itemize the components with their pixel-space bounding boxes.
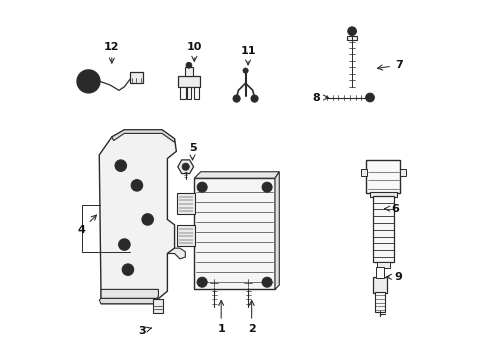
FancyBboxPatch shape bbox=[180, 87, 185, 99]
Circle shape bbox=[243, 278, 253, 288]
FancyBboxPatch shape bbox=[376, 262, 389, 268]
FancyBboxPatch shape bbox=[374, 292, 384, 312]
Polygon shape bbox=[99, 130, 176, 304]
FancyBboxPatch shape bbox=[372, 196, 394, 262]
Text: 2: 2 bbox=[247, 301, 255, 334]
FancyBboxPatch shape bbox=[129, 72, 143, 83]
Circle shape bbox=[208, 278, 219, 288]
FancyBboxPatch shape bbox=[399, 169, 406, 176]
Polygon shape bbox=[167, 248, 185, 259]
FancyBboxPatch shape bbox=[194, 178, 274, 289]
Circle shape bbox=[233, 95, 240, 102]
FancyBboxPatch shape bbox=[153, 299, 163, 313]
Polygon shape bbox=[99, 298, 158, 304]
FancyBboxPatch shape bbox=[178, 76, 199, 87]
FancyBboxPatch shape bbox=[376, 267, 383, 278]
Circle shape bbox=[119, 239, 130, 250]
Circle shape bbox=[122, 264, 133, 275]
Circle shape bbox=[365, 93, 373, 102]
Circle shape bbox=[142, 214, 153, 225]
Circle shape bbox=[243, 68, 247, 73]
Text: 12: 12 bbox=[104, 42, 120, 63]
Circle shape bbox=[131, 180, 142, 191]
Polygon shape bbox=[274, 172, 279, 289]
FancyBboxPatch shape bbox=[177, 225, 195, 246]
Circle shape bbox=[197, 182, 207, 192]
Circle shape bbox=[115, 160, 126, 171]
Circle shape bbox=[197, 277, 207, 287]
Circle shape bbox=[118, 163, 123, 168]
Circle shape bbox=[77, 70, 100, 93]
Circle shape bbox=[125, 267, 131, 273]
FancyBboxPatch shape bbox=[360, 169, 366, 176]
Polygon shape bbox=[112, 130, 174, 142]
Circle shape bbox=[144, 217, 150, 222]
Circle shape bbox=[262, 182, 271, 192]
Text: 1: 1 bbox=[217, 301, 224, 334]
FancyBboxPatch shape bbox=[177, 193, 195, 214]
Text: 3: 3 bbox=[138, 325, 151, 336]
Polygon shape bbox=[194, 172, 279, 178]
FancyBboxPatch shape bbox=[187, 87, 191, 99]
Polygon shape bbox=[101, 289, 158, 298]
Circle shape bbox=[82, 76, 94, 87]
Circle shape bbox=[182, 163, 189, 170]
FancyBboxPatch shape bbox=[185, 67, 192, 76]
FancyBboxPatch shape bbox=[346, 36, 356, 40]
Text: 9: 9 bbox=[386, 272, 402, 282]
Circle shape bbox=[250, 95, 258, 102]
FancyBboxPatch shape bbox=[372, 277, 386, 293]
Circle shape bbox=[121, 242, 127, 247]
Text: 10: 10 bbox=[186, 42, 202, 61]
Text: 7: 7 bbox=[377, 60, 402, 70]
Circle shape bbox=[185, 62, 191, 68]
FancyBboxPatch shape bbox=[193, 87, 199, 99]
Circle shape bbox=[134, 183, 140, 188]
Text: 8: 8 bbox=[312, 93, 328, 103]
Circle shape bbox=[262, 277, 271, 287]
FancyBboxPatch shape bbox=[369, 192, 396, 197]
Text: 4: 4 bbox=[77, 215, 96, 235]
Circle shape bbox=[347, 27, 356, 36]
FancyBboxPatch shape bbox=[366, 160, 400, 193]
Text: 11: 11 bbox=[240, 46, 255, 65]
Text: 6: 6 bbox=[384, 204, 398, 214]
Text: 5: 5 bbox=[188, 143, 196, 160]
